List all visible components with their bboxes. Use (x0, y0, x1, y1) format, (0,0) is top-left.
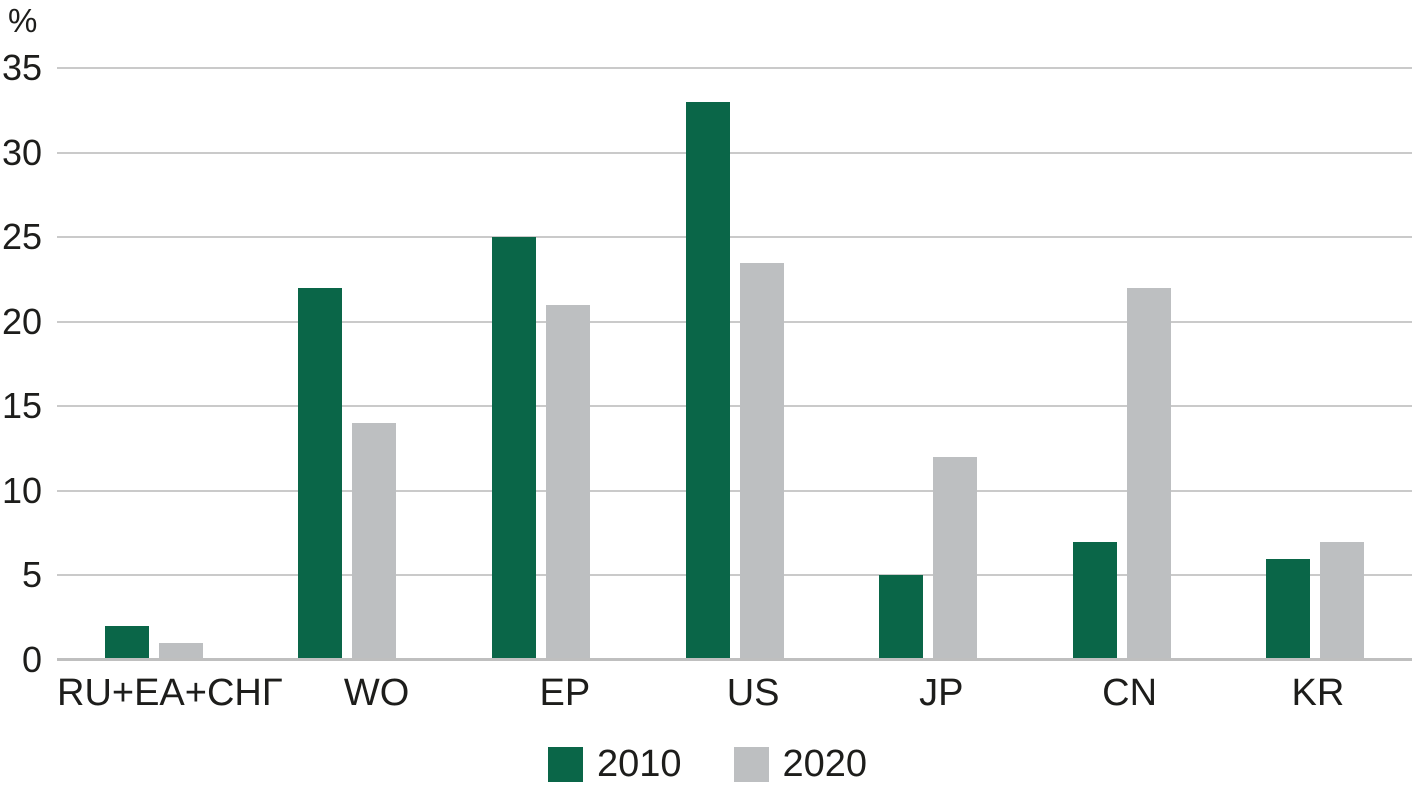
bar-2010-RU+EA+СНГ (104, 626, 149, 660)
legend-item-2010: 2010 (547, 743, 682, 785)
bar-group-KR (1218, 68, 1412, 660)
bar-group-US (638, 68, 832, 660)
x-label-WO: WO (343, 672, 410, 714)
bar-2010-EP (491, 237, 536, 660)
x-label-RU+EA+СНГ: RU+EA+СНГ (57, 672, 283, 714)
bar-2020-US (739, 262, 784, 660)
gridline-15 (57, 405, 1412, 408)
gridline-5 (57, 574, 1412, 577)
y-tick-15: 15 (1, 385, 42, 427)
y-tick-30: 30 (1, 131, 42, 173)
bar-group-RU+EA+СНГ (57, 68, 251, 660)
y-tick-0: 0 (21, 639, 42, 680)
gridline-30 (57, 151, 1412, 154)
plot-area (57, 67, 1412, 661)
y-tick-20: 20 (1, 300, 42, 342)
y-axis-unit-label: % (8, 2, 38, 39)
y-tick-5: 5 (21, 554, 42, 596)
y-tick-25: 25 (1, 216, 42, 258)
bar-2010-JP (879, 575, 924, 660)
x-label-CN: CN (1102, 672, 1158, 714)
bar-2020-RU+EA+СНГ (158, 643, 203, 660)
x-label-KR: KR (1291, 672, 1345, 714)
bar-2020-EP (545, 304, 590, 660)
x-label-US: US (726, 672, 780, 714)
gridline-35 (57, 67, 1412, 69)
legend-label-2010: 2010 (596, 743, 682, 785)
bar-2020-KR (1320, 541, 1365, 660)
bar-2010-WO (298, 287, 343, 660)
bar-group-JP (831, 68, 1025, 660)
bar-groups (57, 68, 1412, 660)
y-tick-35: 35 (1, 47, 42, 88)
y-tick-10: 10 (1, 469, 42, 511)
x-label-EP: EP (539, 672, 591, 714)
bar-2010-KR (1266, 558, 1311, 660)
gridline-25 (57, 236, 1412, 239)
bar-2010-US (685, 101, 730, 660)
bar-group-EP (444, 68, 638, 660)
gridline-20 (57, 320, 1412, 323)
bar-2020-CN (1126, 287, 1171, 660)
legend-label-2020: 2020 (782, 743, 868, 785)
bar-2020-JP (933, 457, 978, 660)
x-label-JP: JP (919, 672, 964, 714)
x-axis-baseline (57, 658, 1412, 661)
bar-group-WO (251, 68, 445, 660)
y-axis-tick-labels: 0 5 10 15 20 25 30 35 (0, 50, 42, 678)
bar-group-CN (1025, 68, 1219, 660)
bar-2020-WO (352, 423, 397, 660)
legend-swatch-2020 (733, 746, 769, 782)
gridline-10 (57, 489, 1412, 492)
bar-2010-CN (1072, 541, 1117, 660)
legend-swatch-2010 (547, 746, 583, 782)
legend-item-2020: 2020 (733, 743, 868, 785)
x-axis-labels: RU+EA+СНГ WO EP US JP CN KR (57, 674, 1412, 712)
legend: 2010 2020 (0, 745, 1415, 783)
